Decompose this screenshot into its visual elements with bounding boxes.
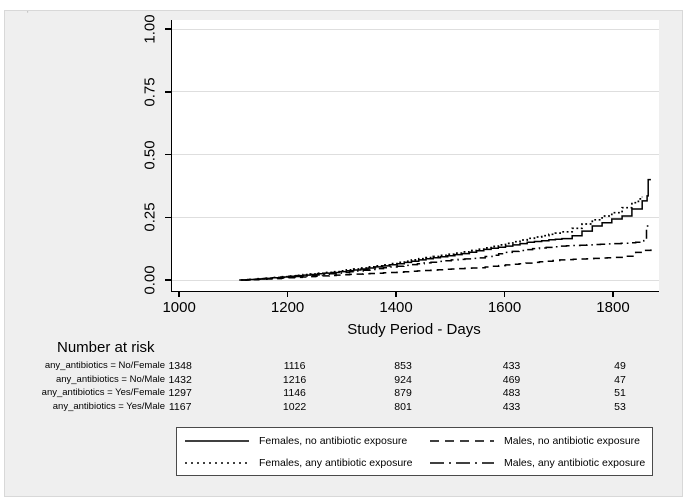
risk-count: 1167 bbox=[168, 400, 192, 413]
grid-line bbox=[172, 279, 659, 281]
risk-count: 879 bbox=[394, 387, 412, 400]
x-tick-mark bbox=[395, 291, 397, 297]
grid-line bbox=[172, 28, 659, 30]
risk-table-row: any_antibiotics = Yes/Female 1297 1146 879 4… bbox=[5, 387, 684, 400]
x-tick-label: 1800 bbox=[596, 299, 630, 316]
legend-label: Females, no antibiotic exposure bbox=[259, 434, 408, 447]
y-tick-mark bbox=[165, 216, 171, 218]
legend-label: Males, no antibiotic exposure bbox=[504, 434, 640, 447]
x-tick-mark bbox=[286, 291, 289, 297]
y-tick-mark bbox=[165, 91, 171, 93]
risk-count: 433 bbox=[502, 360, 521, 372]
y-tick-label: 0.00 bbox=[141, 265, 159, 295]
risk-row-label: any_antibiotics = Yes/Female bbox=[41, 387, 165, 399]
legend-label: Females, any antibiotic exposure bbox=[259, 456, 413, 469]
curve-females-any-antibiotics bbox=[240, 196, 644, 281]
risk-row-label: any_antibiotics = No/Male bbox=[55, 373, 165, 385]
y-tick-mark bbox=[165, 279, 171, 281]
x-axis-title: Study Period - Days bbox=[347, 321, 481, 338]
risk-count: 1297 bbox=[168, 387, 192, 400]
y-tick-label: 1.00 bbox=[141, 14, 159, 44]
plot-area bbox=[171, 20, 659, 292]
risk-count: 1146 bbox=[283, 387, 306, 400]
y-tick-label: 0.50 bbox=[141, 139, 159, 170]
risk-count: 1116 bbox=[283, 360, 306, 372]
risk-count: 1348 bbox=[168, 360, 192, 372]
legend-entry-dashdot: Males, any antibiotic exposure bbox=[430, 456, 645, 469]
risk-count: 801 bbox=[394, 400, 412, 413]
x-tick-label: 1400 bbox=[379, 299, 413, 316]
risk-count: 924 bbox=[394, 373, 412, 386]
figure-canvas: ' 0.00 0.25 0.50 0.75 1.00 1000 1200 1400 1600 1… bbox=[4, 10, 683, 497]
legend-line-sample-solid bbox=[185, 439, 249, 442]
curve-females-no-antibiotics bbox=[239, 178, 651, 281]
risk-row-label: any_antibiotics = Yes/Male bbox=[52, 400, 165, 412]
risk-row-label: any_antibiotics = No/Female bbox=[44, 360, 165, 371]
risk-count: 1216 bbox=[282, 373, 307, 386]
legend-line-sample-dashed bbox=[430, 439, 494, 442]
x-tick-mark bbox=[178, 291, 180, 297]
x-tick-label: 1000 bbox=[162, 299, 196, 316]
risk-count: 1022 bbox=[282, 400, 307, 413]
legend-box: Females, no antibiotic exposure Males, no… bbox=[176, 427, 653, 476]
grid-line bbox=[172, 91, 659, 93]
curve-males-no-antibiotics bbox=[242, 249, 652, 281]
risk-count: 483 bbox=[502, 387, 521, 400]
risk-count: 433 bbox=[502, 400, 521, 413]
risk-count: 53 bbox=[614, 400, 626, 413]
legend-entry-dashed: Males, no antibiotic exposure bbox=[430, 434, 640, 447]
x-tick-label: 1200 bbox=[270, 299, 305, 316]
risk-table-row: any_antibiotics = Yes/Male 1167 1022 801 433… bbox=[5, 401, 684, 414]
risk-count: 51 bbox=[614, 387, 626, 400]
x-tick-mark bbox=[612, 291, 614, 297]
risk-table-row: any_antibiotics = No/Female 1348 1116 853 43… bbox=[5, 360, 684, 373]
risk-count: 49 bbox=[614, 360, 626, 372]
survival-curves bbox=[239, 178, 652, 281]
risk-table-row: any_antibiotics = No/Male 1432 1216 924 469 4… bbox=[5, 374, 684, 387]
grid-line bbox=[172, 216, 659, 218]
legend-label: Males, any antibiotic exposure bbox=[504, 456, 646, 469]
risk-count: 853 bbox=[394, 360, 412, 372]
legend-entry-solid: Females, no antibiotic exposure bbox=[185, 434, 407, 447]
risk-count: 47 bbox=[614, 373, 626, 386]
legend-entry-dotted: Females, any antibiotic exposure bbox=[185, 456, 413, 469]
grid-line bbox=[172, 154, 659, 155]
y-tick-label: 0.75 bbox=[141, 77, 159, 107]
risk-table-title: Number at risk bbox=[57, 339, 155, 356]
y-tick-mark bbox=[165, 28, 171, 30]
legend-line-sample-dashdot bbox=[430, 461, 494, 464]
y-tick-mark bbox=[165, 153, 171, 156]
risk-count: 469 bbox=[502, 373, 521, 386]
curve-males-any-antibiotics bbox=[241, 225, 651, 281]
x-tick-mark bbox=[503, 291, 506, 297]
risk-count: 1432 bbox=[168, 373, 192, 386]
legend-line-sample-dotted bbox=[185, 461, 249, 464]
y-tick-label: 0.25 bbox=[141, 202, 159, 232]
stray-mark: ' bbox=[27, 10, 29, 19]
x-tick-label: 1600 bbox=[487, 299, 522, 316]
